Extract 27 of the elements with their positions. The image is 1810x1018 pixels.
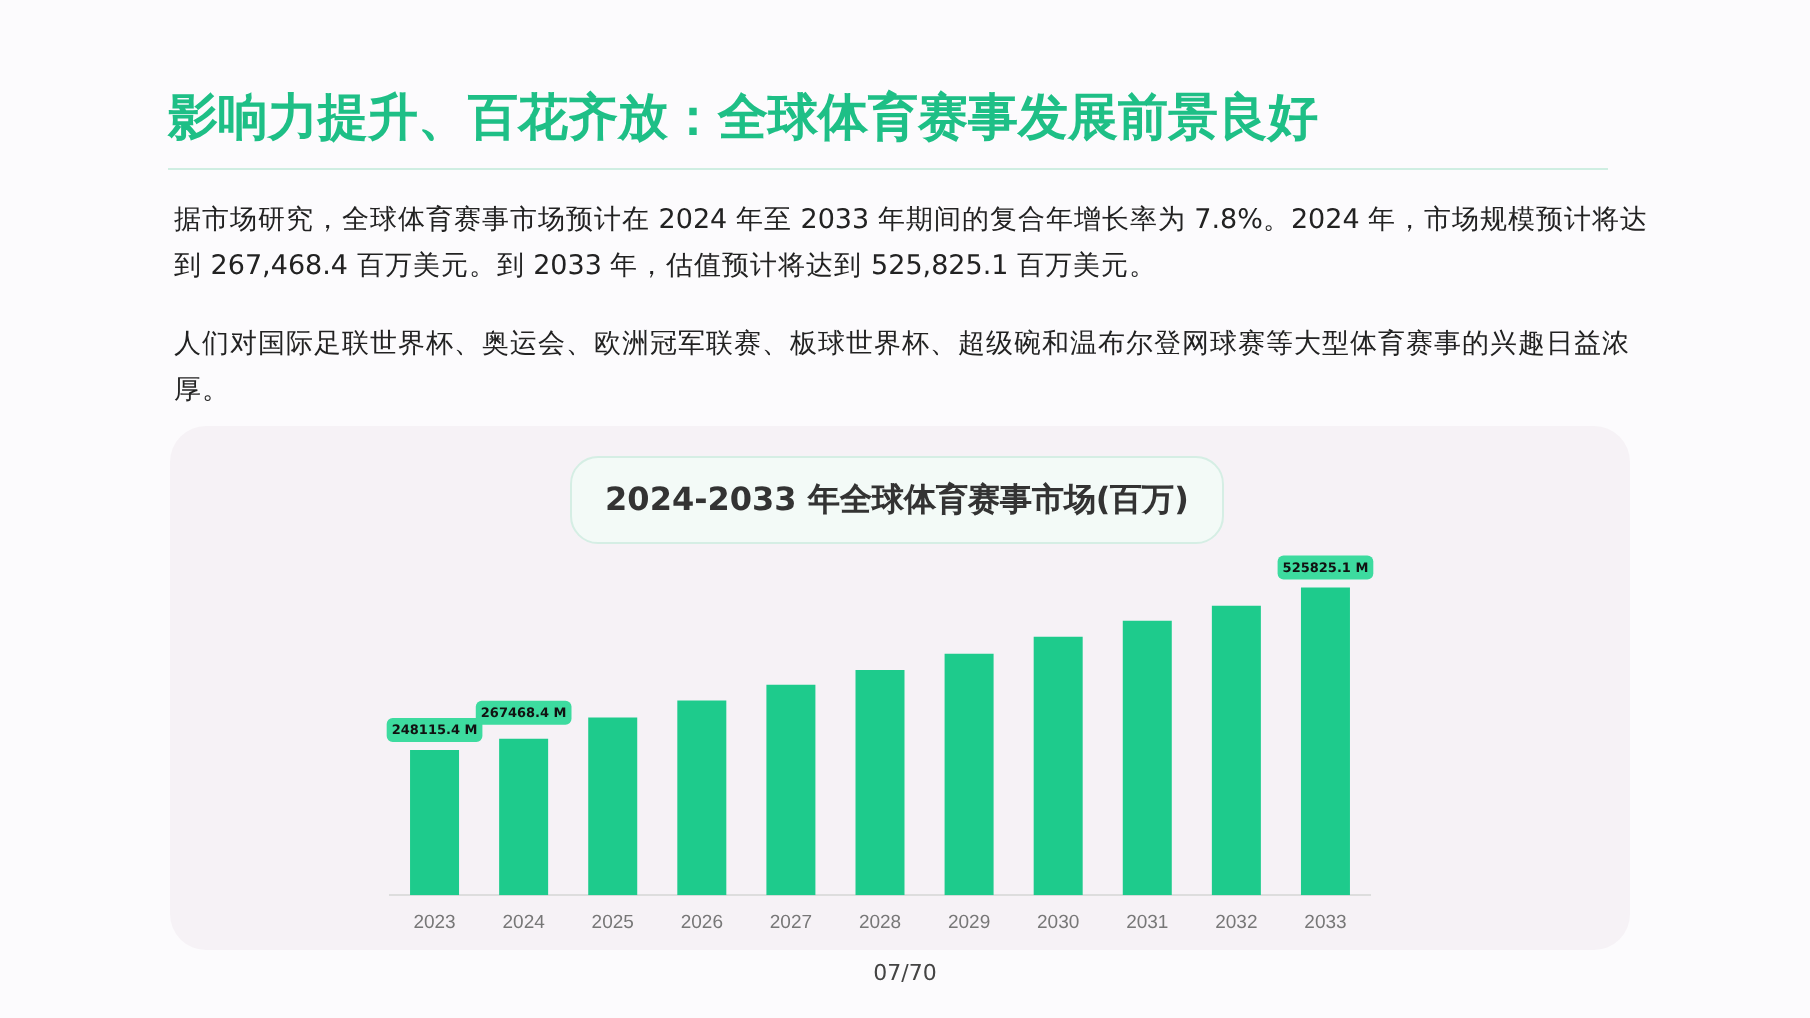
bar [410,749,460,896]
bar [1122,620,1172,896]
bar [1211,605,1261,896]
x-tick-label: 2026 [680,911,723,934]
bar [855,670,905,896]
x-tick-label: 2029 [947,911,991,934]
chart-title: 影响力提升、百花齐放：全球体育赛事发展前景良好 [168,86,1318,150]
text: 据市场研究，全球体育赛事市场预计在 2024 年至 2033 年期间的复合年增长率为 7.8%。2024 年，市场规模预计将达到 267,468.4 百万美元。到 2033 年，估值预计将达到 525,825.1 百万美元。 [174,202,1651,286]
bar [1033,636,1083,896]
bar [766,684,816,896]
bar [677,700,727,896]
x-tick-label: 2024 [502,911,545,934]
text: 人们对国际足联世界杯、奥运会、欧洲冠军联赛、板球世界杯、超级碗和温布尔登网球赛等大型体育赛事的兴趣日益浓厚。 [174,326,1632,410]
bar [499,738,549,896]
bar [1300,587,1350,896]
text: 07/70 [871,960,939,986]
x-tick-label: 2023 [413,911,456,934]
x-tick-label: 2025 [591,911,634,934]
x-tick-label: 2031 [1126,911,1169,934]
x-tick-label: 2027 [769,911,813,934]
x-tick-label: 2030 [1037,911,1080,934]
bar [588,717,638,896]
chart-subtitle: 2024-2033 年全球体育赛事市场(百万) [570,456,1224,544]
x-tick-label: 2028 [858,911,902,934]
bar [944,653,994,896]
x-tick-label: 2033 [1304,911,1347,934]
x-tick-label: 2032 [1215,911,1258,934]
